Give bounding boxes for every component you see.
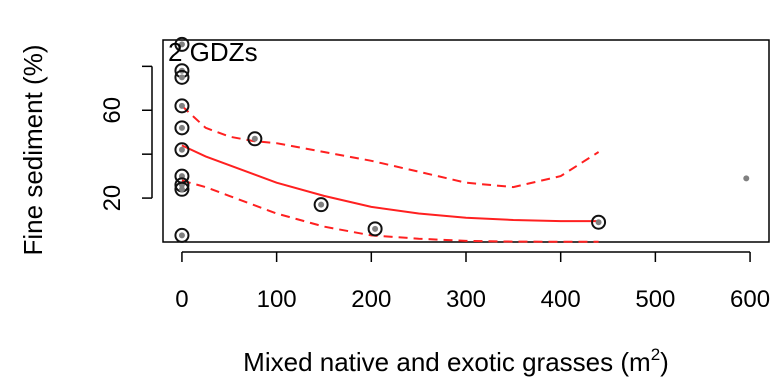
fitted-curve	[181, 144, 599, 223]
point-dot	[251, 135, 258, 142]
data-point	[174, 120, 190, 136]
point-ring	[174, 36, 190, 52]
data-point	[174, 69, 190, 85]
upper-confidence-band	[181, 105, 600, 189]
x-axis: 0 100 200 300 400 500 600	[175, 251, 770, 313]
point-ring	[367, 221, 383, 237]
y-axis-title: Fine sediment (%)	[18, 45, 48, 256]
y-tick-label: 20	[99, 185, 126, 212]
data-point	[367, 221, 383, 237]
data-point	[591, 214, 607, 230]
point-dot	[595, 219, 602, 226]
data-point	[174, 227, 190, 243]
x-tick-label: 400	[541, 286, 581, 313]
point-ring	[174, 120, 190, 136]
point-dot	[178, 74, 185, 81]
x-axis-title: Mixed native and exotic grasses (m2)	[243, 345, 669, 377]
plot-frame	[162, 39, 770, 243]
point-dot	[178, 102, 185, 109]
x-tick-label: 500	[635, 286, 675, 313]
data-point	[174, 142, 190, 158]
point-ring	[174, 142, 190, 158]
data-point	[313, 197, 329, 213]
lower-confidence-band	[181, 179, 599, 243]
point-dot	[178, 146, 185, 153]
point-ring	[591, 214, 607, 230]
annotation-label: 2 GDZs	[168, 37, 258, 67]
point-dot	[178, 124, 185, 131]
point-dot	[318, 201, 325, 208]
point-dot	[178, 232, 185, 239]
x-axis-title-superscript: 2	[651, 345, 660, 364]
x-tick-label: 600	[730, 286, 770, 313]
point-ring	[247, 131, 263, 147]
x-tick-label: 300	[446, 286, 486, 313]
fit-curves	[181, 105, 600, 243]
point-ring	[174, 98, 190, 114]
point-ring	[174, 181, 190, 197]
point-dot	[178, 186, 185, 193]
point-ring	[313, 197, 329, 213]
data-point	[247, 131, 263, 147]
point-dot	[178, 41, 185, 48]
data-point	[174, 181, 190, 197]
data-point	[174, 98, 190, 114]
point-dot	[372, 225, 379, 232]
x-tick-label: 200	[351, 286, 391, 313]
point-ring	[174, 227, 190, 243]
x-tick-label: 0	[175, 286, 188, 313]
y-tick-label: 60	[99, 97, 126, 124]
data-point	[743, 175, 750, 182]
x-tick-label: 100	[257, 286, 297, 313]
point-ring	[174, 69, 190, 85]
data-point	[174, 36, 190, 52]
data-points	[174, 36, 750, 243]
x-axis-title-main: Mixed native and exotic grasses (m	[243, 347, 651, 377]
x-axis-title-end: )	[660, 347, 669, 377]
